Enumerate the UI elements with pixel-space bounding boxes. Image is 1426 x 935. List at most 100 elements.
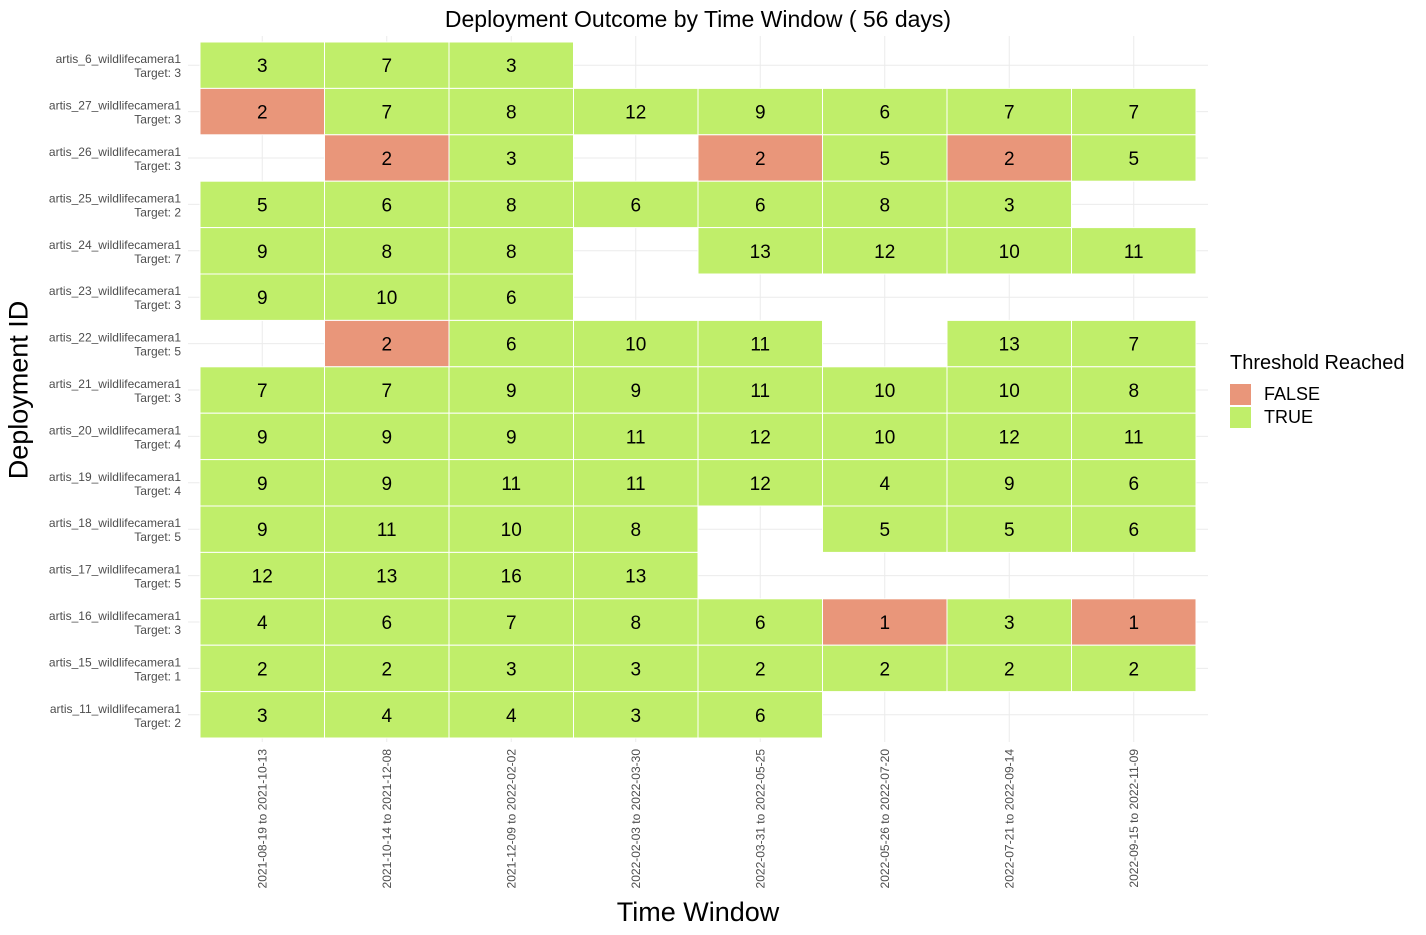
- heatmap-cell: [946, 227, 1072, 275]
- heatmap-cells: [199, 41, 1197, 739]
- cell-value-label: 7: [381, 103, 392, 124]
- y-axis-title: Deployment ID: [3, 300, 34, 480]
- heatmap-cell: [448, 412, 574, 461]
- y-tick-label-target: Target: 4: [134, 484, 181, 498]
- cell-value-label: 2: [1128, 659, 1139, 680]
- heatmap-cell: [822, 459, 948, 507]
- cell-value-label: 9: [257, 520, 268, 541]
- y-tick-label-target: Target: 5: [134, 345, 181, 359]
- heatmap-cell: [573, 505, 699, 553]
- cell-value-label: 7: [257, 381, 268, 402]
- cell-value-label: 7: [506, 613, 517, 634]
- cell-value-label: 10: [999, 242, 1020, 263]
- cell-value-label: 11: [750, 335, 770, 356]
- cell-value-label: 8: [381, 242, 392, 263]
- y-tick-label-deployment: artis_22_wildlifecamera1: [49, 331, 181, 345]
- cell-value-label: 11: [377, 520, 397, 541]
- heatmap-cell: [573, 319, 699, 368]
- y-tick-label-target: Target: 4: [134, 437, 181, 451]
- heatmap-cell: [324, 41, 450, 89]
- heatmap-cell: [946, 459, 1072, 507]
- heatmap-cell: [1071, 459, 1197, 507]
- cell-value-label: 4: [381, 706, 392, 727]
- heatmap-cell: [697, 87, 823, 136]
- cell-value-label: 1: [1128, 613, 1139, 634]
- heatmap-cell: [573, 691, 699, 739]
- cell-value-label: 3: [1004, 613, 1015, 634]
- heatmap-cell: [697, 412, 823, 461]
- heatmap-cell: [1071, 227, 1197, 275]
- heatmap-cell: [324, 644, 450, 693]
- heatmap-cell: [199, 366, 325, 414]
- cell-value-label: 9: [381, 427, 392, 448]
- cell-value-label: 3: [257, 706, 268, 727]
- legend-item-true: TRUE: [1230, 406, 1405, 429]
- heatmap-cell: [822, 644, 948, 693]
- heatmap-cell: [448, 273, 574, 321]
- cell-value-label: 3: [506, 56, 517, 77]
- cell-value-label: 9: [506, 381, 517, 402]
- y-tick-label-deployment: artis_6_wildlifecamera1: [56, 52, 182, 66]
- heatmap-cell: [573, 412, 699, 461]
- y-tick-label-target: Target: 1: [134, 669, 181, 683]
- y-tick-label-deployment: artis_25_wildlifecamera1: [49, 191, 181, 205]
- heatmap-cell: [1071, 87, 1197, 136]
- cell-value-label: 6: [755, 195, 766, 216]
- cell-value-label: 16: [501, 567, 522, 588]
- cell-value-label: 9: [506, 427, 517, 448]
- legend-swatch-true: [1230, 407, 1251, 428]
- cell-value-label: 2: [257, 103, 268, 124]
- cell-value-label: 8: [630, 613, 641, 634]
- heatmap-cell: [448, 134, 574, 182]
- cell-value-label: 13: [376, 567, 397, 588]
- y-tick-label-target: Target: 2: [134, 205, 181, 219]
- heatmap-cell: [324, 598, 450, 646]
- legend-label-false: FALSE: [1264, 384, 1321, 404]
- heatmap-cell: [448, 319, 574, 368]
- cell-value-label: 12: [874, 242, 895, 263]
- cell-value-label: 2: [381, 149, 392, 170]
- cell-value-label: 6: [755, 706, 766, 727]
- heatmap-cell: [946, 134, 1072, 182]
- heatmap-cell: [573, 551, 699, 600]
- x-tick-label: 2021-12-09 to 2022-02-02: [504, 749, 518, 889]
- heatmap-cell: [946, 87, 1072, 136]
- cell-value-label: 12: [625, 103, 646, 124]
- y-tick-label-target: Target: 3: [134, 113, 181, 127]
- cell-value-label: 3: [506, 659, 517, 680]
- cell-value-label: 10: [874, 381, 895, 402]
- cell-value-label: 2: [257, 659, 268, 680]
- y-tick-label-deployment: artis_11_wildlifecamera1: [50, 702, 182, 716]
- cell-value-label: 8: [1128, 381, 1139, 402]
- cell-value-label: 9: [755, 103, 766, 124]
- y-tick-label-target: Target: 2: [134, 716, 181, 730]
- cell-value-label: 4: [257, 613, 268, 634]
- y-tick-label-deployment: artis_19_wildlifecamera1: [49, 470, 181, 484]
- x-tick-label: 2022-03-31 to 2022-05-25: [753, 749, 767, 889]
- heatmap-cell: [822, 134, 948, 182]
- heatmap-cell: [448, 366, 574, 414]
- cell-value-label: 2: [1004, 149, 1015, 170]
- cell-value-label: 9: [630, 381, 641, 402]
- cell-value-label: 11: [501, 474, 521, 495]
- heatmap-cell: [199, 180, 325, 229]
- heatmap-cell: [573, 87, 699, 136]
- y-tick-label-deployment: artis_21_wildlifecamera1: [49, 377, 181, 391]
- cell-value-label: 8: [630, 520, 641, 541]
- cell-value-label: 6: [381, 613, 392, 634]
- heatmap-cell: [946, 598, 1072, 646]
- cell-value-label: 3: [630, 659, 641, 680]
- heatmap-cell: [448, 87, 574, 136]
- heatmap-cell: [1071, 134, 1197, 182]
- cell-value-label: 11: [1124, 427, 1144, 448]
- heatmap-cell: [199, 273, 325, 321]
- cell-value-label: 2: [755, 659, 766, 680]
- cell-value-label: 2: [755, 149, 766, 170]
- cell-value-label: 8: [506, 103, 517, 124]
- y-tick-label-deployment: artis_15_wildlifecamera1: [49, 655, 181, 669]
- cell-value-label: 6: [879, 103, 890, 124]
- heatmap-cell: [822, 505, 948, 553]
- legend-label-true: TRUE: [1264, 407, 1313, 427]
- heatmap-cell: [324, 87, 450, 136]
- heatmap-cell: [448, 459, 574, 507]
